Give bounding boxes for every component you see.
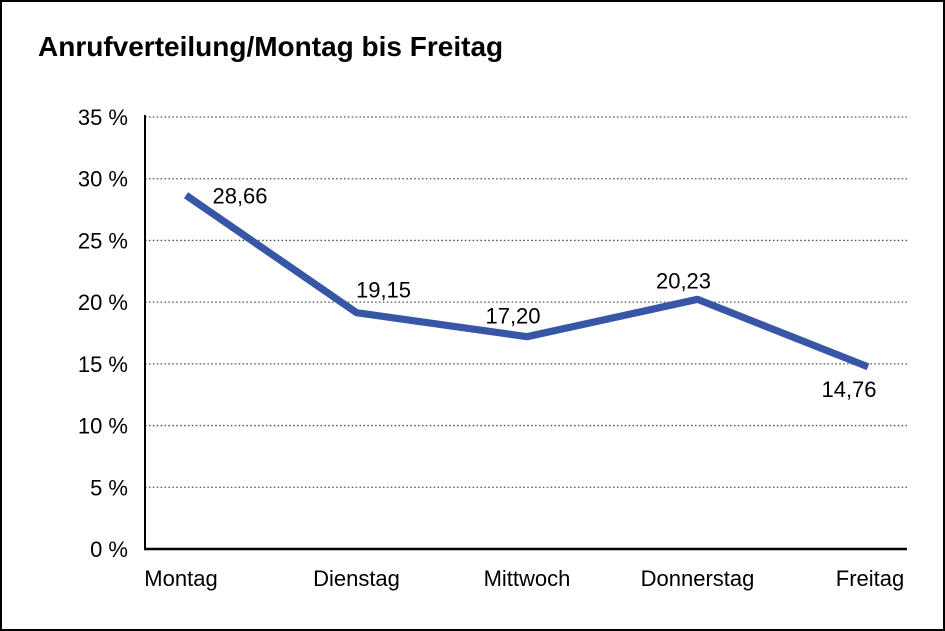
y-axis-tick-label: 10 % (78, 414, 128, 439)
y-axis-tick-label: 0 % (90, 537, 128, 562)
x-axis-category-label: Freitag (836, 566, 904, 591)
data-point-label: 17,20 (485, 304, 540, 329)
data-point-label: 14,76 (821, 377, 876, 402)
data-point-label: 20,23 (656, 268, 711, 293)
y-axis-tick-label: 5 % (90, 475, 128, 500)
data-point-label: 19,15 (356, 278, 411, 303)
y-axis-tick-label: 25 % (78, 228, 128, 253)
x-axis-category-label: Dienstag (313, 566, 400, 591)
data-point-label: 28,66 (212, 183, 267, 208)
x-axis-category-label: Montag (144, 566, 217, 591)
data-line (183, 192, 870, 371)
x-axis-category-label: Donnerstag (641, 566, 755, 591)
y-axis-tick-label: 30 % (78, 167, 128, 192)
y-axis-tick-label: 35 % (78, 105, 128, 130)
x-axis-category-label: Mittwoch (484, 566, 571, 591)
chart-title: Anrufverteilung/Montag bis Freitag (38, 31, 504, 62)
y-axis-tick-label: 15 % (78, 352, 128, 377)
y-axis-tick-label: 20 % (78, 290, 128, 315)
